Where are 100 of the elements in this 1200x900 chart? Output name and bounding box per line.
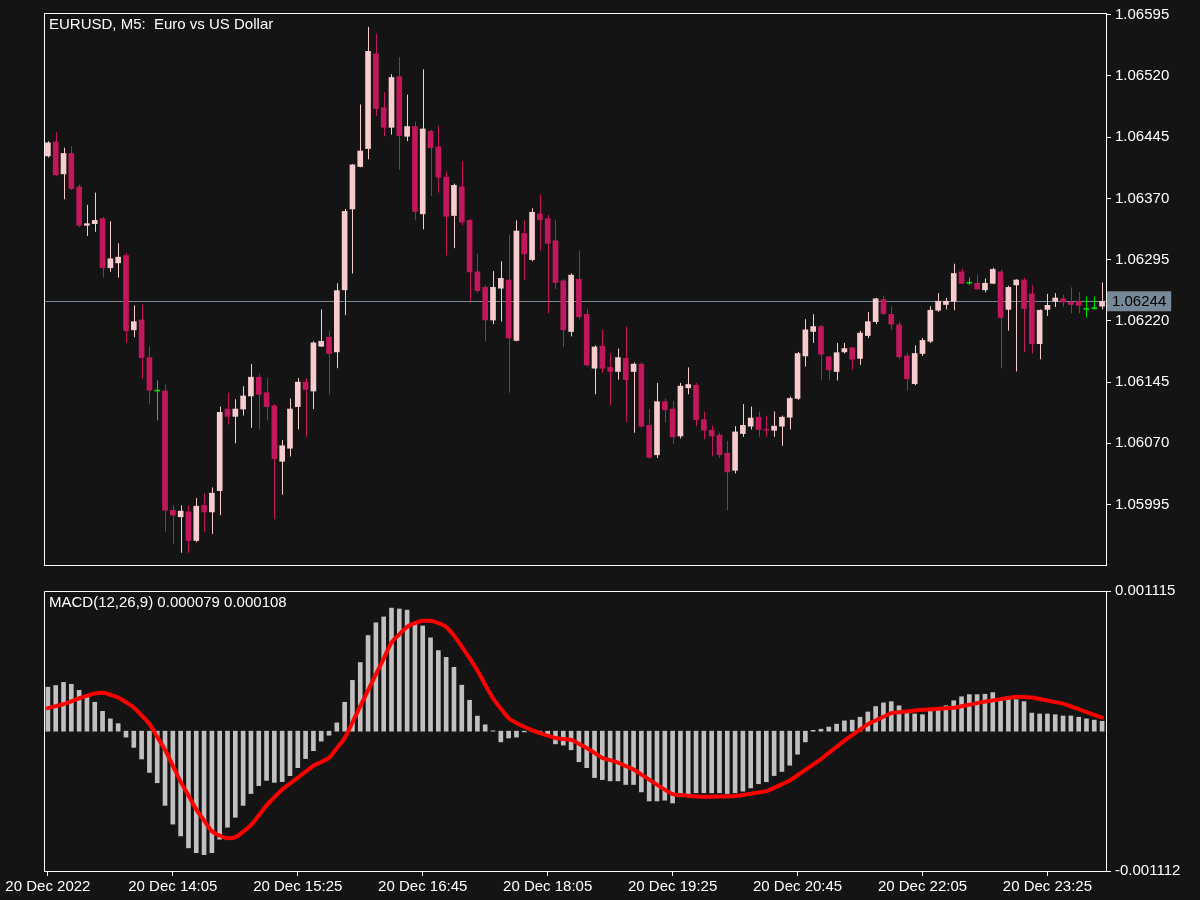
bar — [685, 730, 691, 796]
y-tick-label: 1.06070 — [1115, 433, 1170, 451]
candlestick — [130, 304, 137, 338]
candlestick — [91, 192, 98, 233]
bar — [264, 730, 269, 781]
bar — [724, 730, 730, 794]
y-tick-label: 1.06595 — [1115, 4, 1170, 22]
candlestick — [380, 91, 387, 137]
bar — [763, 730, 769, 783]
bar — [1045, 713, 1050, 732]
bar — [826, 726, 832, 732]
candlestick — [209, 486, 215, 535]
bar — [147, 730, 152, 773]
bar — [990, 692, 996, 732]
candlestick — [747, 406, 754, 430]
bar — [178, 730, 183, 837]
y-tick-label: 1.06220 — [1115, 310, 1170, 328]
bar — [193, 730, 199, 853]
bar — [1013, 699, 1019, 732]
bar — [670, 730, 675, 804]
candlestick — [537, 193, 543, 252]
x-tick-label: 20 Dec 2022 — [5, 877, 91, 895]
bar — [1084, 718, 1089, 732]
candlestick — [326, 330, 332, 395]
candlestick — [263, 377, 270, 421]
bar — [717, 730, 722, 794]
bar — [1076, 716, 1081, 732]
candlestick — [1099, 281, 1105, 310]
bar — [100, 710, 105, 732]
bar — [748, 730, 754, 789]
bar — [318, 730, 324, 742]
candlestick — [240, 385, 246, 417]
y-tick-label: 1.06145 — [1115, 372, 1170, 390]
bar — [1052, 714, 1058, 732]
x-tick-label: 20 Dec 19:25 — [627, 877, 718, 895]
candlestick — [880, 295, 887, 316]
candlestick — [1044, 293, 1051, 317]
bar — [186, 730, 191, 849]
bar — [482, 724, 488, 732]
bar — [232, 730, 238, 818]
candlestick — [1075, 291, 1082, 314]
y-tick-label: 0.001115 — [1115, 581, 1176, 599]
candlestick — [115, 242, 122, 279]
candlestick — [865, 311, 871, 339]
bar — [1029, 712, 1035, 732]
bar — [756, 730, 761, 785]
x-tick-label: 20 Dec 18:05 — [503, 877, 593, 895]
candlestick — [833, 342, 840, 381]
bar — [662, 730, 668, 801]
bar — [498, 730, 504, 743]
candlestick — [685, 366, 692, 395]
candlestick — [201, 492, 207, 533]
bar — [1091, 719, 1097, 732]
bar — [420, 625, 426, 732]
candlestick — [701, 410, 707, 440]
bar — [475, 715, 480, 732]
y-tick-label: 1.05995 — [1115, 494, 1170, 512]
y-tick-label: -0.001112 — [1115, 861, 1181, 879]
bar — [217, 730, 223, 840]
y-tick-label: 1.06520 — [1115, 66, 1170, 84]
bar — [115, 723, 121, 732]
chart-title: EURUSD, M5: Euro vs US Dollar — [49, 14, 274, 32]
bar — [623, 730, 629, 785]
candlestick — [404, 94, 410, 142]
bar — [506, 730, 511, 739]
chart-title: MACD(12,26,9) 0.000079 0.000108 — [49, 592, 287, 610]
candlestick — [779, 415, 785, 447]
y-tick-label: 1.06370 — [1115, 188, 1170, 206]
bar — [834, 723, 839, 732]
candlestick — [1068, 286, 1074, 314]
candlestick — [810, 313, 816, 344]
ref-line-label: 1.06244 — [1112, 292, 1167, 310]
bar — [303, 730, 308, 759]
candlestick — [661, 397, 668, 423]
x-tick-label: 20 Dec 15:25 — [253, 877, 343, 895]
x-tick-label: 20 Dec 23:25 — [1002, 877, 1093, 895]
candlestick — [497, 260, 504, 323]
bar — [646, 730, 652, 802]
candlestick — [935, 292, 941, 313]
candlestick — [771, 410, 777, 438]
bar — [256, 730, 262, 786]
bar — [631, 730, 636, 785]
candlestick — [904, 353, 910, 391]
bar — [69, 683, 74, 732]
bar — [927, 709, 933, 732]
candlestick — [232, 398, 239, 444]
bar — [514, 730, 519, 738]
bar — [1037, 713, 1042, 732]
candlestick — [357, 103, 364, 168]
candlestick — [763, 415, 770, 438]
candlestick — [872, 297, 879, 325]
bar — [459, 684, 465, 732]
bar — [326, 730, 332, 736]
candlestick — [1083, 295, 1090, 319]
bar — [139, 730, 144, 760]
bar — [842, 720, 847, 732]
bar — [131, 730, 137, 748]
bar — [920, 714, 925, 732]
candlestick — [740, 403, 746, 438]
bar — [803, 730, 808, 743]
